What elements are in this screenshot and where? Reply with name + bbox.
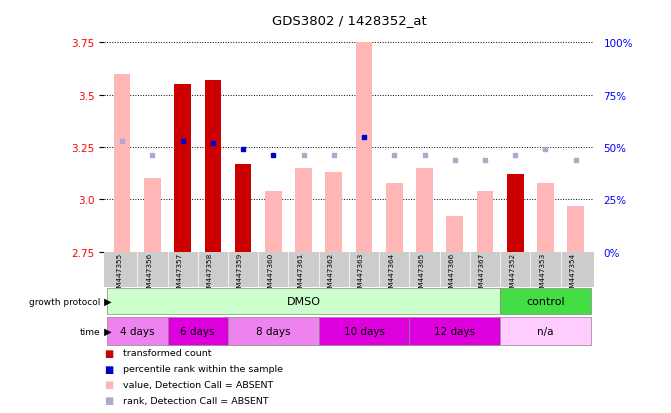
Text: GSM447358: GSM447358 — [207, 253, 213, 297]
Text: DMSO: DMSO — [287, 297, 321, 306]
Bar — [500, 288, 590, 315]
Text: 6 days: 6 days — [180, 326, 215, 337]
Text: GSM447356: GSM447356 — [146, 253, 152, 297]
Bar — [319, 318, 409, 345]
Bar — [174, 85, 191, 252]
Bar — [537, 183, 554, 252]
Text: ■: ■ — [104, 380, 113, 389]
Bar — [265, 192, 282, 252]
Text: percentile rank within the sample: percentile rank within the sample — [123, 364, 282, 373]
Bar — [476, 192, 493, 252]
Bar — [409, 318, 500, 345]
Text: ▶: ▶ — [101, 326, 112, 337]
Text: growth protocol: growth protocol — [30, 297, 101, 306]
Text: GSM447352: GSM447352 — [509, 253, 515, 297]
Bar — [446, 216, 463, 252]
Text: ■: ■ — [104, 348, 113, 358]
Bar — [500, 318, 590, 345]
Bar — [114, 75, 130, 252]
Text: ■: ■ — [104, 364, 113, 374]
Text: control: control — [526, 297, 565, 306]
Bar — [325, 173, 342, 252]
Bar — [507, 175, 523, 252]
Text: n/a: n/a — [537, 326, 554, 337]
Text: GSM447353: GSM447353 — [539, 253, 546, 297]
Text: GDS3802 / 1428352_at: GDS3802 / 1428352_at — [272, 14, 426, 27]
Text: rank, Detection Call = ABSENT: rank, Detection Call = ABSENT — [123, 396, 268, 405]
Bar — [356, 12, 372, 252]
Text: GSM447355: GSM447355 — [116, 253, 122, 297]
Text: GSM447364: GSM447364 — [389, 253, 395, 297]
Bar — [205, 81, 221, 252]
Text: GSM447362: GSM447362 — [328, 253, 333, 297]
Text: GSM447366: GSM447366 — [449, 253, 455, 297]
Bar — [144, 179, 160, 252]
Text: value, Detection Call = ABSENT: value, Detection Call = ABSENT — [123, 380, 273, 389]
Text: 4 days: 4 days — [120, 326, 154, 337]
Bar — [386, 183, 403, 252]
Bar — [107, 318, 168, 345]
Text: ■: ■ — [104, 395, 113, 405]
Text: GSM447363: GSM447363 — [358, 253, 364, 297]
Text: transformed count: transformed count — [123, 349, 211, 358]
Text: GSM447359: GSM447359 — [237, 253, 243, 297]
Bar — [235, 164, 252, 252]
Bar — [107, 288, 500, 315]
Text: time: time — [80, 327, 101, 336]
Text: GSM447357: GSM447357 — [176, 253, 183, 297]
Text: GSM447365: GSM447365 — [419, 253, 425, 297]
Text: 12 days: 12 days — [434, 326, 475, 337]
Bar — [228, 318, 319, 345]
Text: GSM447367: GSM447367 — [479, 253, 485, 297]
Bar — [295, 169, 312, 252]
Bar — [416, 169, 433, 252]
Text: GSM447354: GSM447354 — [570, 253, 576, 297]
Bar — [168, 318, 228, 345]
Text: GSM447361: GSM447361 — [297, 253, 303, 297]
Text: GSM447360: GSM447360 — [267, 253, 273, 297]
Text: 10 days: 10 days — [344, 326, 384, 337]
Text: ▶: ▶ — [101, 297, 112, 306]
Bar — [568, 206, 584, 252]
Text: 8 days: 8 days — [256, 326, 291, 337]
